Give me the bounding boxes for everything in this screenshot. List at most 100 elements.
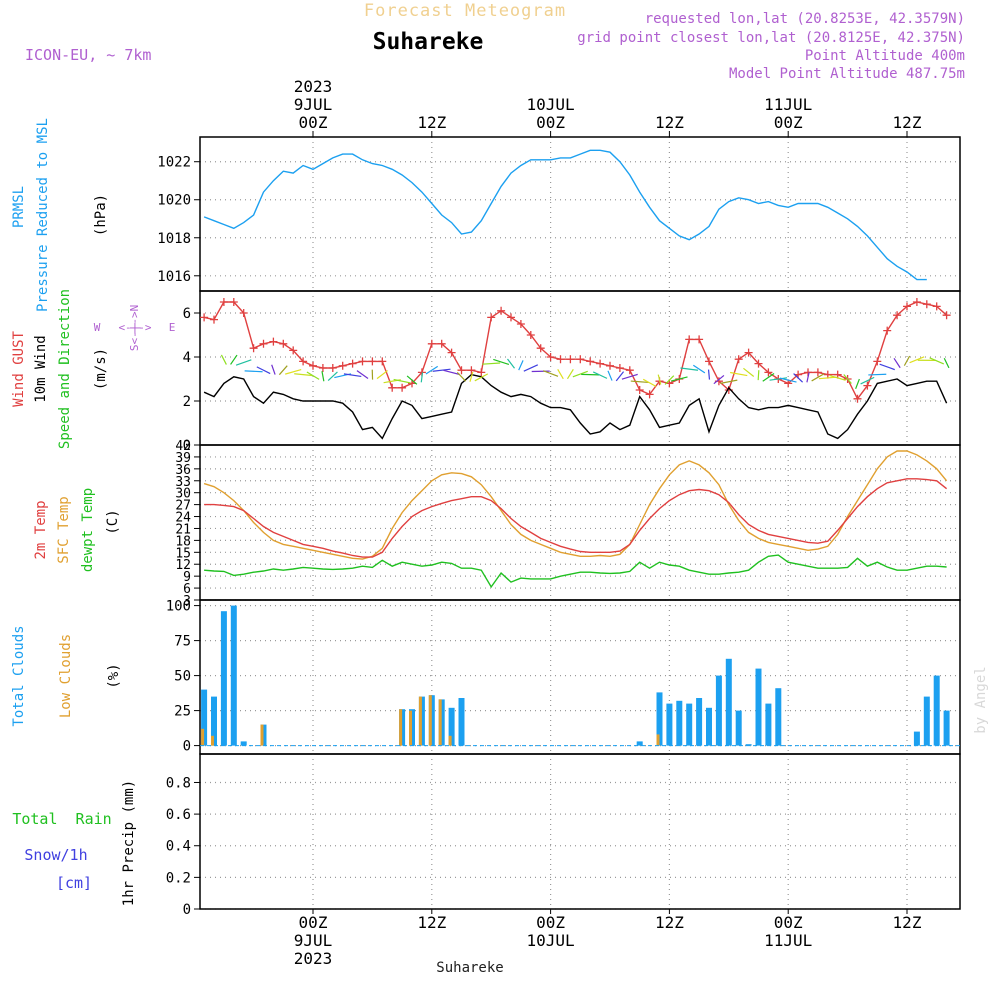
author-credit: by Angel [973, 666, 989, 733]
wind-point [388, 383, 397, 392]
wind-point [497, 306, 506, 315]
clouds-bar [735, 710, 742, 746]
wind-arrow [909, 356, 925, 364]
wind-arrow [557, 368, 564, 380]
wind-point [645, 390, 654, 399]
wind-point [516, 320, 525, 328]
clouds-bar [399, 709, 403, 746]
wind-point [210, 315, 218, 324]
precip-ytick-label: 0.8 [166, 775, 191, 791]
temperature-ytick-label: 33 [175, 475, 191, 490]
clouds-bar [706, 707, 712, 746]
clouds-ytick-label: 50 [174, 669, 191, 685]
clouds-bar [458, 698, 465, 746]
clouds-bar [418, 696, 422, 746]
wind-arrow [743, 367, 755, 377]
wind-panel: 0 2 4 6 [183, 290, 961, 454]
clouds-bar [409, 710, 412, 746]
cloud-unit-label: (%) [106, 663, 122, 688]
panels: 1016101810201022024636912151821242730333… [157, 136, 961, 918]
wind-point [744, 348, 753, 357]
wind-arrow [256, 366, 271, 375]
bottom-axis-label: 12Z [417, 913, 446, 932]
temperature-ytick-label: 9 [183, 570, 191, 585]
wind-point [368, 357, 377, 366]
wind-arrow [692, 364, 706, 374]
clouds-bar [725, 658, 732, 746]
wind-point [912, 298, 921, 306]
clouds-bar [201, 689, 208, 746]
precip-ytick-label: 0.6 [166, 807, 191, 823]
bottom-axis-label: 12Z [893, 913, 922, 932]
wind-point [289, 346, 298, 355]
wind-arrow [903, 355, 911, 366]
clouds-ytick-label: 75 [174, 634, 191, 650]
wind-ytick-label: 6 [183, 306, 191, 322]
wind-arrow [829, 374, 846, 381]
snow-unit-label: [cm] [56, 874, 92, 892]
wind-point [556, 355, 565, 364]
wind-arrow [306, 371, 320, 380]
wind-arrow [779, 377, 797, 383]
wind-point [873, 357, 882, 366]
model-label: ICON-EU, ~ 7km [25, 46, 151, 64]
bottom-axis-label: 00Z [774, 913, 803, 932]
wind-point [813, 368, 822, 377]
wind-arrow [670, 376, 688, 382]
temperature-series-2 [204, 554, 947, 589]
precip-ytick-label: 0.2 [166, 870, 191, 886]
wind-arrow [664, 375, 675, 385]
wind-point [200, 313, 209, 322]
clouds-bar [686, 703, 693, 746]
wind-point [398, 383, 407, 392]
bottom-axis-label: 9JUL [294, 931, 333, 950]
precip-frame [199, 753, 961, 910]
top-axis-label: 11JUL [764, 95, 812, 114]
wind-point [635, 386, 644, 394]
wind-arrow [592, 371, 608, 379]
wind-point [348, 359, 357, 368]
wind-point [378, 357, 387, 366]
low-clouds-label: Low Clouds [58, 634, 74, 718]
pressure-ytick-label: 1020 [157, 193, 191, 209]
wind-point [437, 339, 446, 348]
temperature-ytick-label: 6 [183, 582, 191, 597]
wind-point [596, 359, 605, 368]
clouds-bar [656, 692, 663, 746]
wind-arrow [327, 371, 338, 381]
clouds-bar [913, 731, 920, 746]
temperature-ytick-label: 24 [175, 511, 191, 526]
wind-arrow [929, 357, 945, 365]
wind-point [239, 309, 248, 317]
temp-unit-label: (C) [105, 509, 121, 534]
wind-point [853, 394, 862, 403]
wind-dir-label: Speed and Direction [57, 289, 73, 449]
wind-arrow [474, 373, 489, 382]
location-title: Suhareke [373, 29, 484, 55]
clouds-bar [933, 675, 940, 746]
wind-arrow [518, 360, 524, 371]
clouds-bar [676, 700, 683, 746]
clouds-bar [230, 605, 237, 746]
wind-arrow [278, 365, 288, 376]
wind-arrow [456, 371, 467, 382]
pressure-unit-label: (hPa) [93, 194, 109, 236]
wind-point [932, 302, 941, 311]
clouds-ytick-label: 0 [183, 739, 191, 755]
pressure-ytick-label: 1016 [157, 269, 191, 285]
wind-arrow [393, 378, 411, 384]
wind-point [457, 366, 466, 375]
wind-arrow [271, 364, 276, 375]
clouds-bar [438, 699, 442, 746]
temperature-ytick-label: 27 [175, 499, 191, 514]
wind-point [467, 366, 476, 375]
clouds-bar [666, 703, 673, 746]
wind-arrow [543, 370, 559, 377]
wind-series-1 [203, 373, 948, 440]
sfc-temp-label: SFC Temp [56, 496, 72, 563]
wind-point [229, 298, 238, 306]
wind-arrow [806, 372, 810, 383]
temperature-series-0 [203, 450, 948, 560]
top-axis-label: 2023 [294, 77, 333, 96]
